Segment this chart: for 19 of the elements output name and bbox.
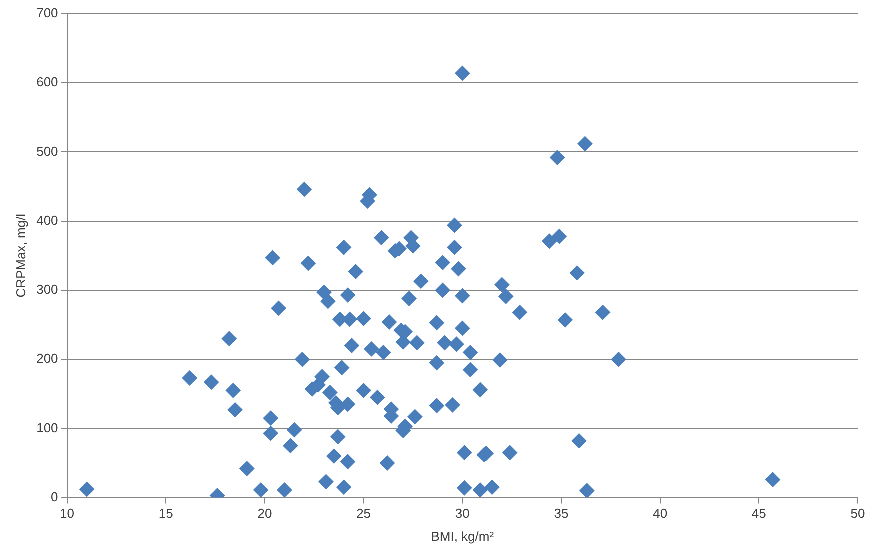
x-tick-label: 20 [258, 506, 272, 522]
x-tick-label: 35 [554, 506, 569, 522]
y-tick-label: 700 [36, 6, 58, 21]
y-tick-label: 600 [36, 74, 58, 90]
y-tick-label: 300 [36, 282, 58, 298]
x-tick-label: 40 [653, 506, 668, 522]
x-tick-label: 15 [158, 506, 174, 522]
x-tick-label: 10 [60, 506, 75, 522]
y-tick-label: 400 [36, 212, 58, 228]
y-tick-label: 0 [51, 489, 58, 504]
y-axis-title: CRPMax, mg/l [13, 214, 28, 298]
x-tick-label: 45 [752, 506, 766, 522]
y-tick-label: 500 [36, 144, 58, 159]
x-tick-label: 25 [356, 506, 372, 522]
x-tick-label: 30 [455, 506, 470, 522]
x-tick-label: 50 [850, 506, 866, 522]
x-axis-title: BMI, kg/m² [431, 528, 495, 544]
y-tick-label: 100 [36, 420, 58, 436]
y-tick-label: 200 [36, 351, 58, 366]
